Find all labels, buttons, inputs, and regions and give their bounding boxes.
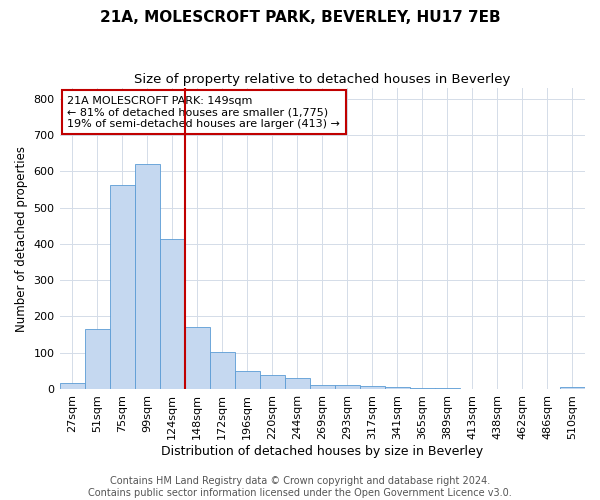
Bar [260,375,285,389]
Text: Contains HM Land Registry data © Crown copyright and database right 2024.
Contai: Contains HM Land Registry data © Crown c… [88,476,512,498]
Bar [360,386,385,389]
Text: 21A, MOLESCROFT PARK, BEVERLEY, HU17 7EB: 21A, MOLESCROFT PARK, BEVERLEY, HU17 7EB [100,10,500,25]
Bar [160,239,185,389]
Bar [85,329,110,389]
Bar [235,371,260,389]
Bar [59,383,85,389]
Bar [385,387,410,389]
Text: 21A MOLESCROFT PARK: 149sqm
← 81% of detached houses are smaller (1,775)
19% of : 21A MOLESCROFT PARK: 149sqm ← 81% of det… [67,96,340,129]
Bar [134,164,160,389]
Bar [185,326,209,389]
Bar [310,384,335,389]
Bar [335,385,360,389]
Bar [209,352,235,389]
Bar [110,185,134,389]
Bar [410,388,435,389]
Title: Size of property relative to detached houses in Beverley: Size of property relative to detached ho… [134,72,511,86]
Bar [285,378,310,389]
Bar [435,388,460,389]
Bar [560,387,585,389]
X-axis label: Distribution of detached houses by size in Beverley: Distribution of detached houses by size … [161,444,484,458]
Y-axis label: Number of detached properties: Number of detached properties [15,146,28,332]
